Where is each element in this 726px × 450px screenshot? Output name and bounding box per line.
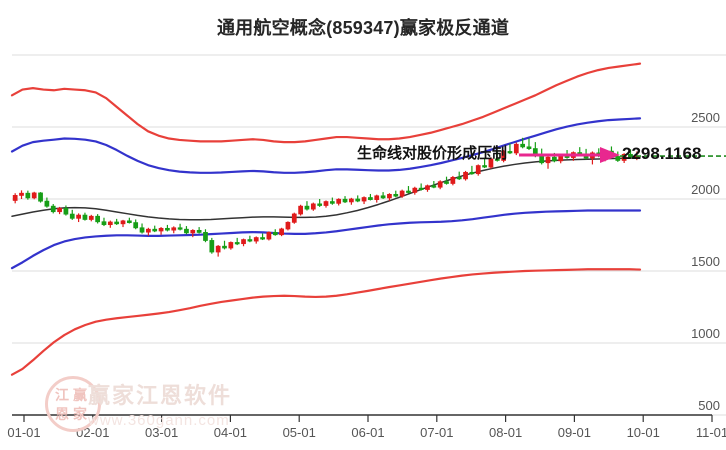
x-axis xyxy=(12,414,713,422)
x-axis-tick: 07-01 xyxy=(420,425,454,440)
y-axis-tick: 2500 xyxy=(691,110,720,125)
price-value-label: 2298.1168 xyxy=(622,144,702,163)
x-axis-tick: 10-01 xyxy=(626,425,660,440)
x-axis-tick: 04-01 xyxy=(213,425,248,440)
annotation-label: 生命线对股价形成压制 xyxy=(357,145,508,162)
y-axis-tick: 2000 xyxy=(691,182,720,197)
y-axis-tick: 1500 xyxy=(691,254,720,269)
x-axis-tick: 08-01 xyxy=(488,425,523,440)
candlestick-series xyxy=(12,137,640,257)
x-axis-tick: 09-01 xyxy=(557,425,592,440)
x-axis-tick: 06-01 xyxy=(351,425,385,440)
x-axis-tick: 11-01 xyxy=(695,425,726,440)
x-axis-tick: 02-01 xyxy=(76,425,110,440)
annotation-arrow xyxy=(519,147,620,163)
x-axis-tick: 03-01 xyxy=(144,425,179,440)
page-title: 通用航空概念(859347)赢家极反通道 xyxy=(216,18,510,38)
x-axis-tick: 01-01 xyxy=(7,425,41,440)
y-axis-tick: 500 xyxy=(698,398,720,413)
channel-bands xyxy=(10,62,642,376)
x-axis-tick: 05-01 xyxy=(282,425,316,440)
y-axis-tick: 1000 xyxy=(691,326,720,341)
